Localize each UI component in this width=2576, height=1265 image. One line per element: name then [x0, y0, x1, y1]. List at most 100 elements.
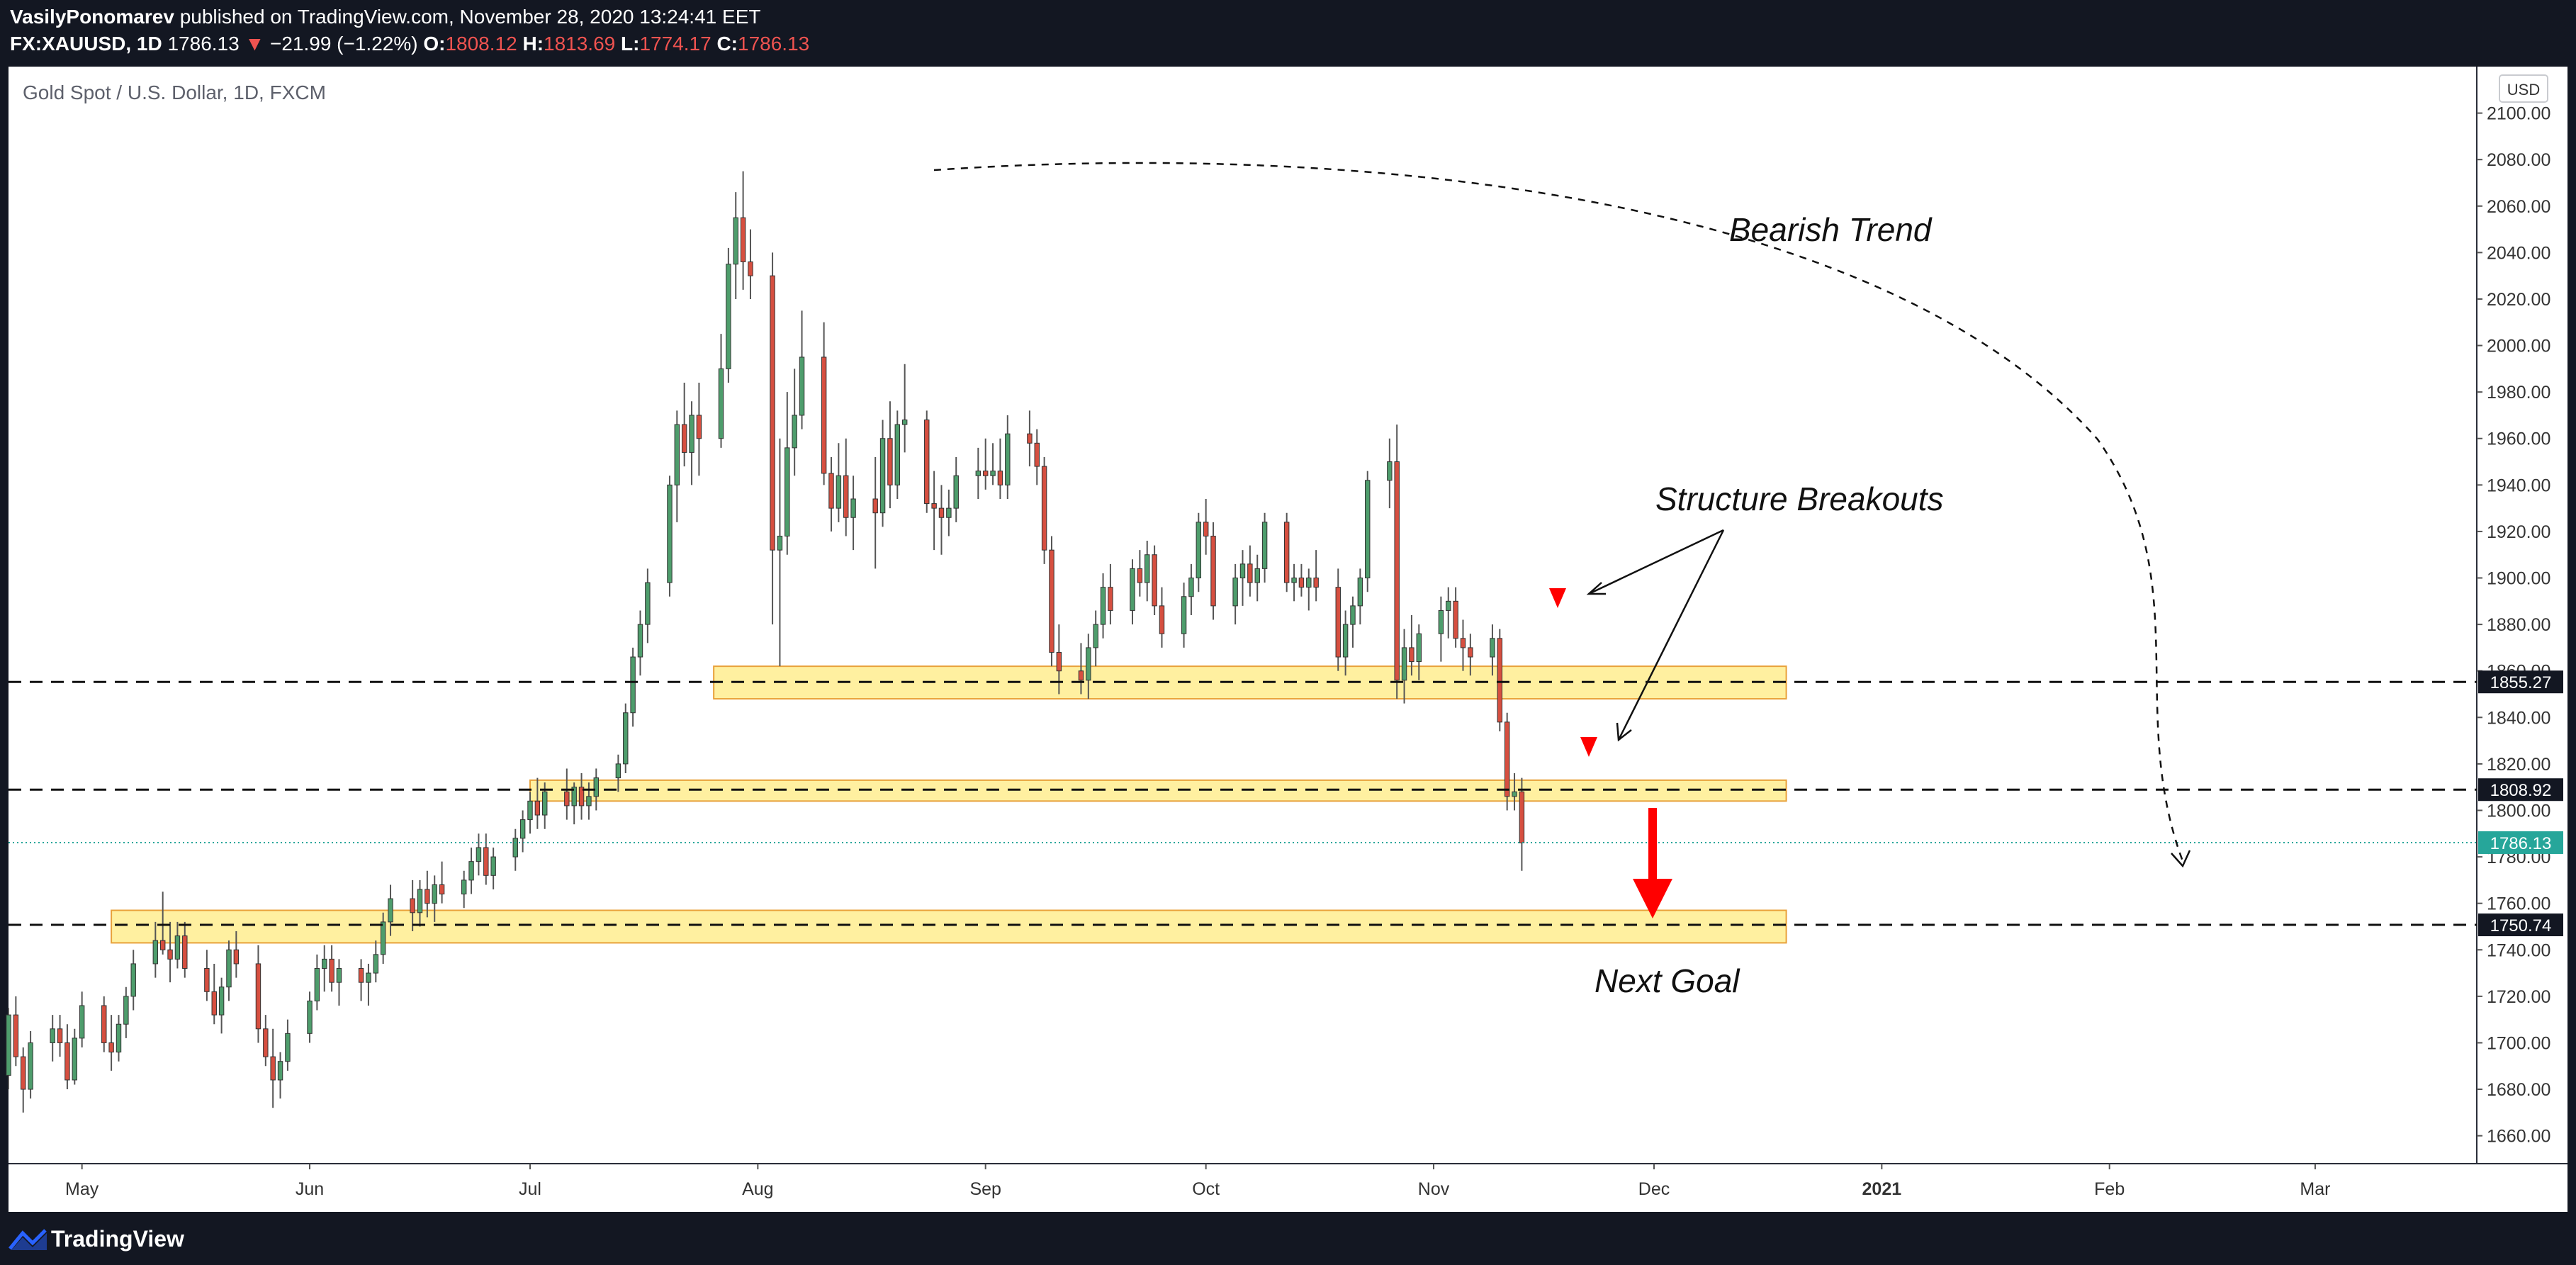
- candle-body[interactable]: [233, 949, 240, 965]
- support-zone[interactable]: [111, 909, 1787, 944]
- candle-body[interactable]: [204, 968, 210, 992]
- candle-body[interactable]: [931, 503, 937, 509]
- candle-body[interactable]: [1034, 442, 1040, 467]
- candle-body[interactable]: [159, 940, 166, 950]
- currency-badge[interactable]: [2499, 74, 2548, 103]
- candle-body[interactable]: [174, 935, 181, 960]
- candle-body[interactable]: [1159, 605, 1165, 634]
- candle-body[interactable]: [366, 972, 371, 983]
- candle-body[interactable]: [1497, 638, 1503, 723]
- candle-body[interactable]: [578, 787, 585, 806]
- tradingview-logo-icon[interactable]: [9, 1227, 48, 1252]
- candle-body[interactable]: [1144, 554, 1150, 583]
- candle-body[interactable]: [615, 763, 621, 779]
- candle-body[interactable]: [1049, 549, 1054, 653]
- candle-body[interactable]: [1086, 647, 1091, 681]
- candle-body[interactable]: [696, 415, 702, 439]
- candle-body[interactable]: [1490, 638, 1495, 658]
- candle-body[interactable]: [953, 475, 959, 509]
- candle-body[interactable]: [1394, 461, 1400, 681]
- candle-body[interactable]: [784, 447, 790, 536]
- candle-body[interactable]: [894, 424, 901, 485]
- candle-body[interactable]: [879, 438, 886, 514]
- candle-body[interactable]: [1232, 578, 1238, 607]
- candle-body[interactable]: [1350, 605, 1356, 625]
- plot-area[interactable]: [9, 67, 2477, 1164]
- candle-body[interactable]: [1504, 721, 1510, 797]
- candle-body[interactable]: [167, 949, 173, 960]
- candle-body[interactable]: [975, 471, 982, 476]
- candle-body[interactable]: [887, 438, 893, 485]
- candle-body[interactable]: [152, 940, 159, 965]
- candle-body[interactable]: [593, 777, 599, 797]
- candle-body[interactable]: [1306, 578, 1312, 588]
- candle-body[interactable]: [373, 954, 379, 974]
- candle-body[interactable]: [1291, 578, 1297, 583]
- symbol-label[interactable]: FX:XAUUSD, 1D: [10, 33, 162, 55]
- candle-body[interactable]: [571, 787, 577, 806]
- candle-body[interactable]: [777, 535, 783, 551]
- candle-body[interactable]: [1342, 624, 1349, 658]
- candle-body[interactable]: [946, 507, 952, 518]
- candle-body[interactable]: [218, 986, 225, 1016]
- candle-body[interactable]: [101, 1005, 107, 1043]
- candle-body[interactable]: [1438, 609, 1444, 634]
- candle-body[interactable]: [476, 847, 482, 862]
- author-name[interactable]: VasilyPonomarev: [10, 6, 174, 28]
- candle-body[interactable]: [329, 958, 334, 983]
- candle-body[interactable]: [358, 968, 364, 983]
- candle-body[interactable]: [1027, 433, 1033, 444]
- candle-body[interactable]: [623, 712, 629, 765]
- candle-body[interactable]: [586, 796, 592, 806]
- candle-body[interactable]: [263, 1028, 269, 1057]
- candle-body[interactable]: [255, 963, 261, 1030]
- candle-body[interactable]: [534, 800, 541, 816]
- candle-body[interactable]: [821, 356, 827, 474]
- candle-body[interactable]: [57, 1028, 63, 1043]
- candle-body[interactable]: [564, 791, 570, 806]
- candle-body[interactable]: [1468, 647, 1473, 658]
- candle-body[interactable]: [380, 921, 386, 955]
- candle-body[interactable]: [1261, 522, 1268, 569]
- candle-body[interactable]: [336, 968, 342, 983]
- candle-body[interactable]: [850, 498, 856, 518]
- candle-body[interactable]: [512, 838, 518, 858]
- tradingview-brand[interactable]: TradingView: [51, 1226, 184, 1252]
- candle-body[interactable]: [828, 473, 834, 509]
- candle-body[interactable]: [432, 884, 437, 904]
- candle-body[interactable]: [1203, 522, 1209, 536]
- candle-body[interactable]: [1453, 600, 1458, 639]
- candle-body[interactable]: [226, 949, 232, 988]
- candle-body[interactable]: [1387, 461, 1393, 481]
- candle-body[interactable]: [461, 879, 467, 895]
- candle-body[interactable]: [718, 368, 724, 439]
- candle-body[interactable]: [116, 1023, 122, 1053]
- candle-body[interactable]: [1512, 791, 1517, 797]
- candle-body[interactable]: [1188, 578, 1194, 597]
- candle-body[interactable]: [924, 420, 930, 505]
- candle-body[interactable]: [542, 791, 548, 816]
- candle-body[interactable]: [468, 861, 474, 881]
- candle-body[interactable]: [938, 507, 945, 518]
- candle-body[interactable]: [1137, 568, 1143, 583]
- candle-body[interactable]: [792, 415, 797, 449]
- candle-body[interactable]: [1446, 600, 1451, 611]
- candle-body[interactable]: [1005, 433, 1011, 485]
- candle-body[interactable]: [843, 475, 849, 518]
- candle-body[interactable]: [527, 800, 533, 821]
- candle-body[interactable]: [1093, 624, 1098, 648]
- candle-body[interactable]: [1313, 578, 1319, 588]
- candle-body[interactable]: [13, 1014, 19, 1057]
- candle-body[interactable]: [630, 656, 636, 714]
- candle-body[interactable]: [1130, 568, 1135, 611]
- candle-body[interactable]: [1056, 651, 1062, 672]
- time-axis[interactable]: [9, 1164, 2567, 1212]
- candle-body[interactable]: [770, 275, 775, 551]
- candle-body[interactable]: [490, 856, 496, 876]
- candle-body[interactable]: [740, 217, 746, 262]
- candle-body[interactable]: [483, 847, 489, 876]
- candle-body[interactable]: [307, 1000, 313, 1034]
- candle-body[interactable]: [1078, 670, 1084, 681]
- candle-body[interactable]: [674, 424, 680, 485]
- candle-body[interactable]: [1210, 535, 1216, 607]
